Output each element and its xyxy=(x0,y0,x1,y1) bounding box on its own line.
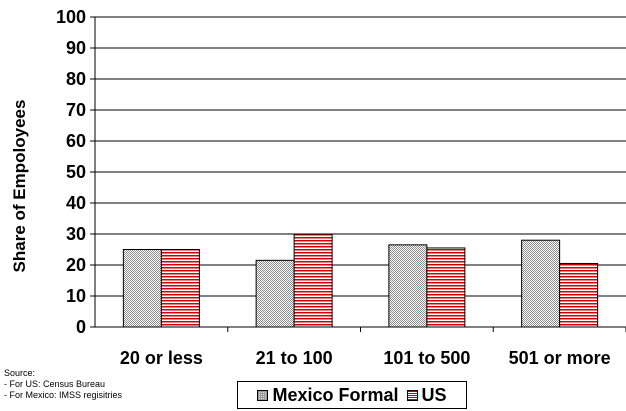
legend-item-mexico: Mexico Formal xyxy=(257,384,399,406)
legend-label-mexico: Mexico Formal xyxy=(272,384,399,405)
y-axis-ticks: 0 10 20 30 40 50 60 70 80 90 100 xyxy=(56,7,95,337)
x-tick-label: 21 to 100 xyxy=(256,348,333,368)
legend-item-us: US xyxy=(406,384,447,406)
legend-swatch-mexico xyxy=(257,389,269,401)
bar-mexico-formal xyxy=(388,244,428,328)
bar-us xyxy=(426,247,466,328)
x-tick-label: 20 or less xyxy=(120,348,203,368)
x-tick-label: 101 to 500 xyxy=(383,348,470,368)
source-note: Source: - For US: Census Bureau - For Me… xyxy=(4,368,122,401)
legend: Mexico Formal US xyxy=(237,381,467,409)
y-tick-label: 100 xyxy=(56,7,86,27)
bar-mexico-formal xyxy=(122,249,162,328)
bar-us xyxy=(160,249,200,328)
bar-mexico-formal xyxy=(521,239,561,328)
axes xyxy=(94,17,626,332)
y-axis-title: Share of Empoloyees xyxy=(10,100,29,273)
y-tick-label: 70 xyxy=(66,100,86,120)
bar-us xyxy=(293,233,333,328)
bar-us xyxy=(559,262,599,328)
legend-label-us: US xyxy=(421,384,447,405)
x-tick-label: 501 or more xyxy=(509,348,611,368)
y-tick-label: 10 xyxy=(66,286,86,306)
y-tick-label: 30 xyxy=(66,224,86,244)
x-axis-labels: 20 or less 21 to 100 101 to 500 501 or more xyxy=(120,348,611,368)
bar-mexico-formal xyxy=(255,259,295,328)
y-tick-label: 60 xyxy=(66,131,86,151)
bars xyxy=(122,233,599,328)
legend-swatch-us xyxy=(406,389,418,401)
y-tick-label: 0 xyxy=(76,317,86,337)
source-line-us: - For US: Census Bureau xyxy=(4,379,106,389)
y-tick-label: 50 xyxy=(66,162,86,182)
y-tick-label: 40 xyxy=(66,193,86,213)
y-tick-label: 90 xyxy=(66,38,86,58)
source-title: Source: xyxy=(4,368,36,378)
y-tick-label: 20 xyxy=(66,255,86,275)
source-line-mexico: - For Mexico: IMSS regisitries xyxy=(4,390,123,400)
y-tick-label: 80 xyxy=(66,69,86,89)
